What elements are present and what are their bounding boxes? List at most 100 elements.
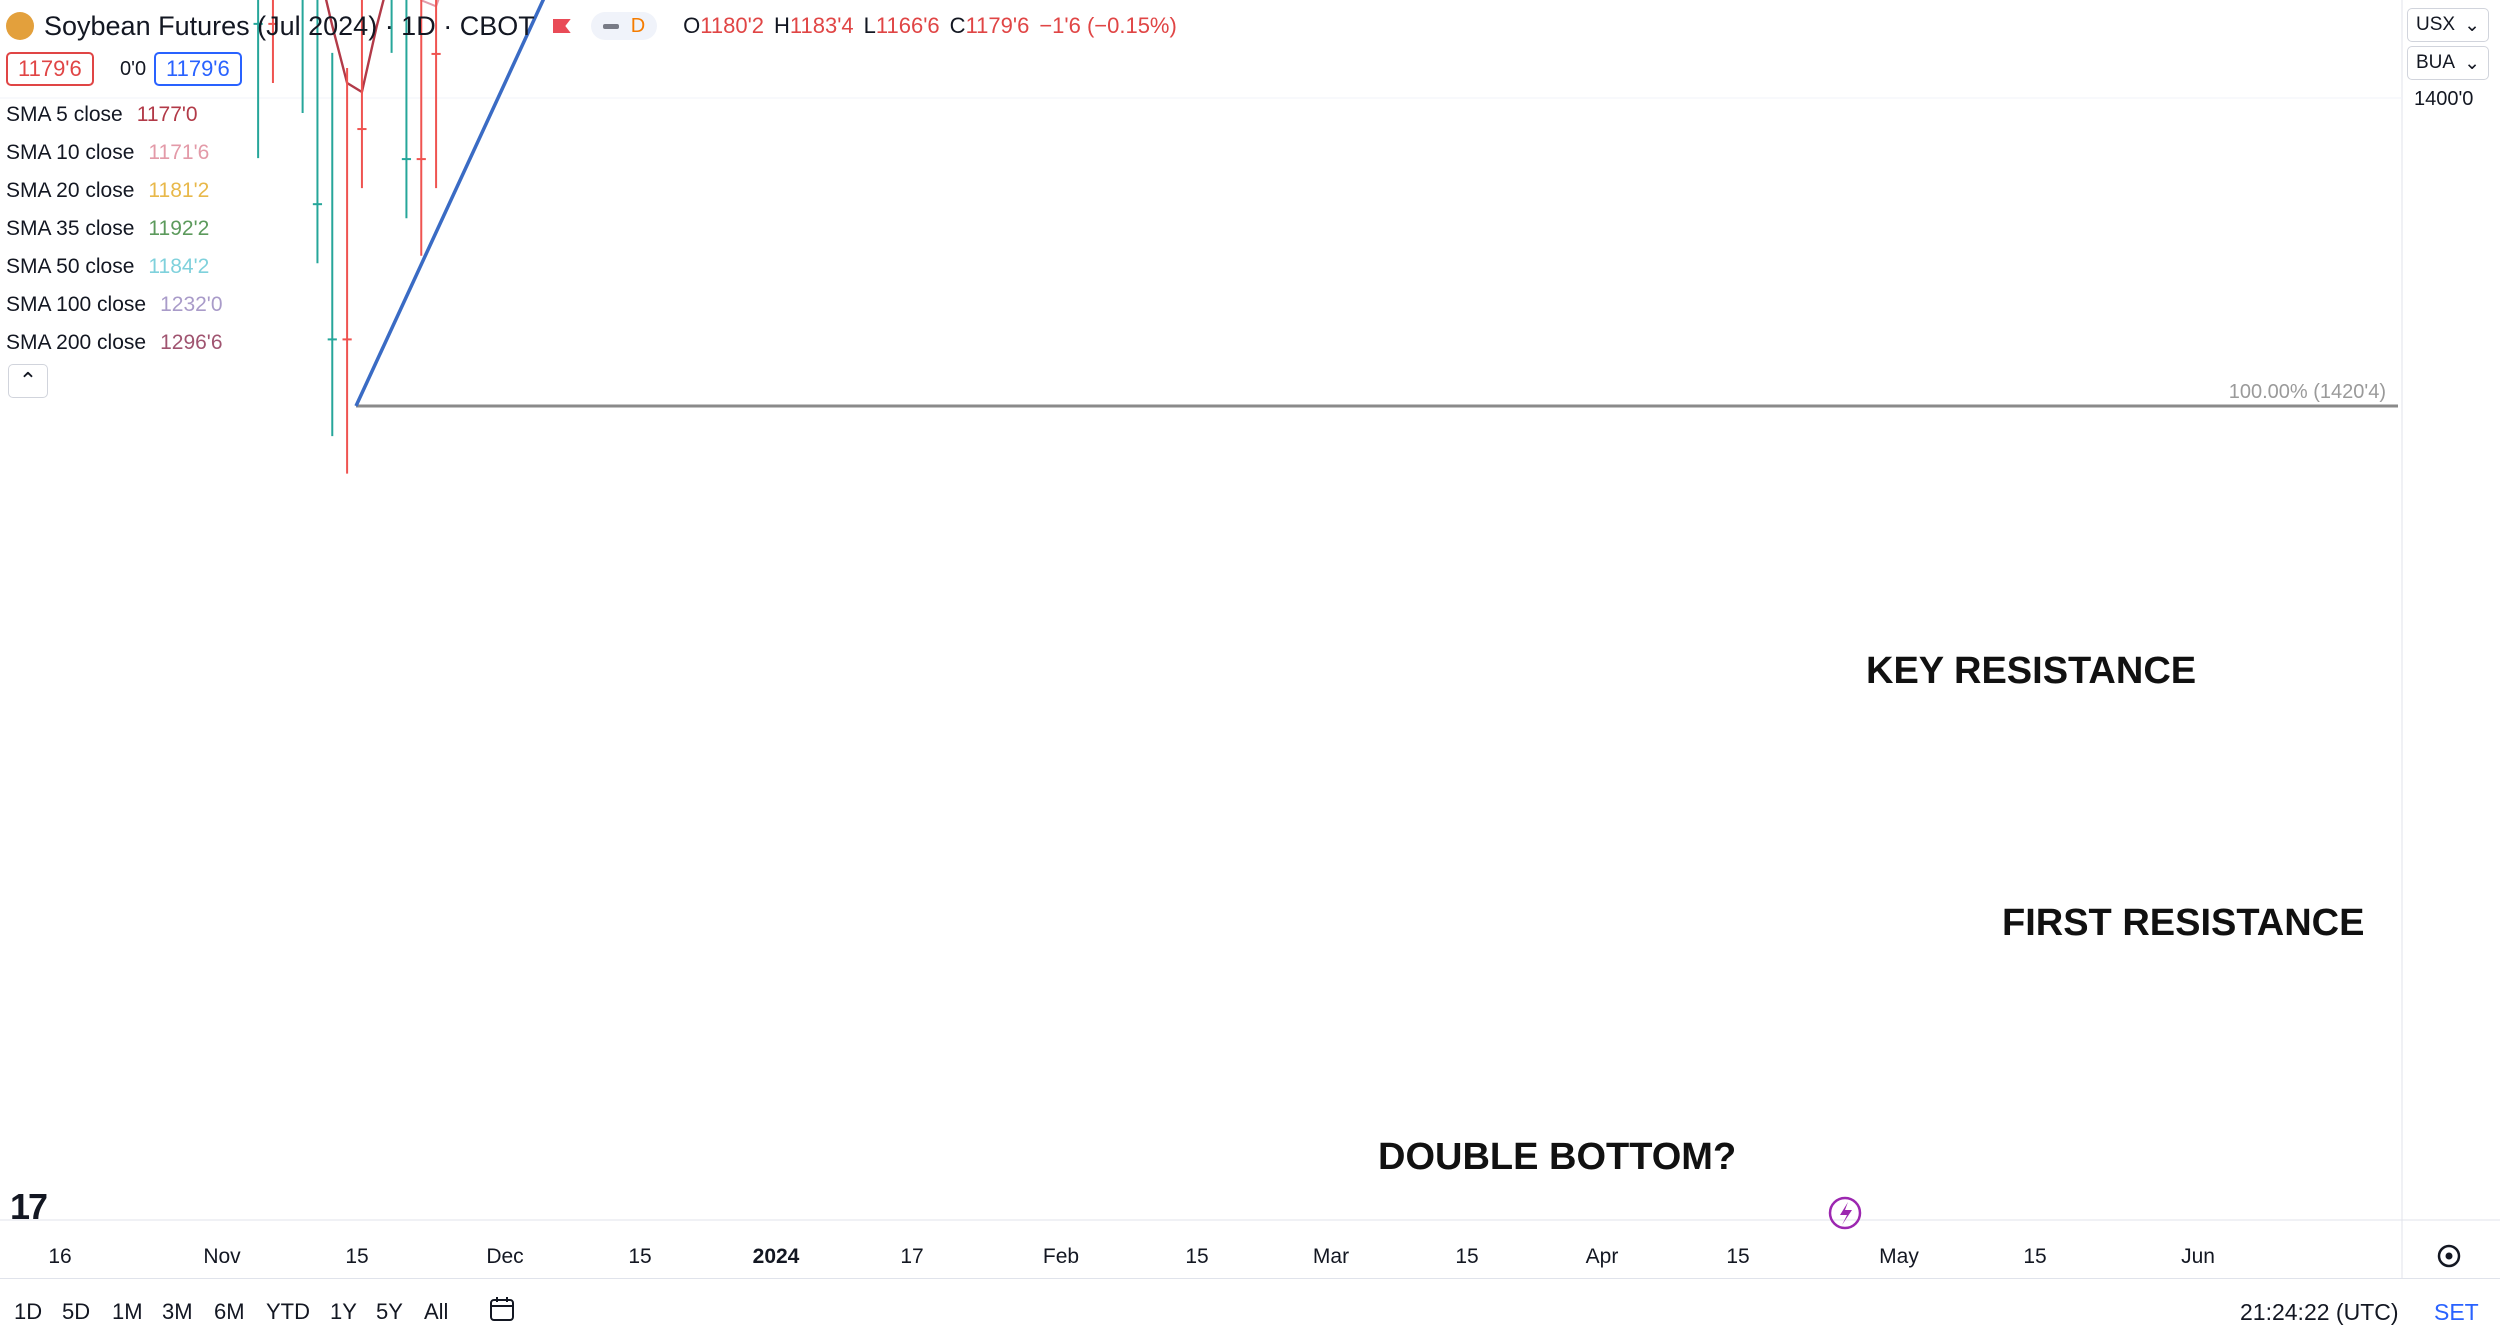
candle-body [401, 158, 412, 161]
utc-clock[interactable]: 21:24:22 (UTC) [2240, 1299, 2399, 1325]
buy-price-button[interactable]: 1179'6 [154, 52, 242, 86]
sma-legend-row[interactable]: SMA 10 close 1171'6 [6, 141, 210, 164]
timeframe-1y[interactable]: 1Y [330, 1299, 357, 1324]
chevron-up-icon: ⌃ [18, 368, 38, 393]
close-value: 1179'6 [965, 13, 1030, 38]
candle [301, 0, 304, 114]
open-value: 1180'2 [700, 13, 765, 38]
timeframe-all[interactable]: All [424, 1299, 449, 1324]
time-tick-label: May [1879, 1245, 1919, 1268]
chevron-down-icon: ⌄ [2464, 14, 2480, 36]
sma-value: 1296'6 [160, 331, 223, 354]
double-bottom-label: DOUBLE BOTTOM? [1378, 1136, 1737, 1178]
candle [416, 0, 426, 256]
sma-legend-row[interactable]: SMA 20 close 1181'2 [6, 179, 210, 202]
sma-value: 1177'0 [136, 103, 198, 126]
candle [268, 0, 278, 83]
bottom-toolbar: 1D 5D 1M 3M 6M YTD 1Y 5Y All 21:24:22 (U… [0, 1278, 2500, 1342]
sma-legend-row[interactable]: SMA 35 close 1192'2 [6, 217, 210, 240]
sma-legend-row[interactable]: SMA 50 close 1184'2 [6, 255, 210, 278]
time-tick-label: Dec [486, 1245, 523, 1268]
price-chart[interactable]: 100.00% (1420'4)78.60% (1360'4)61.80% (1… [0, 0, 2500, 1278]
candle-body [253, 22, 263, 25]
sma-legend-row[interactable]: SMA 100 close 1232'0 [6, 293, 223, 316]
key-resistance-label: KEY RESISTANCE [1866, 650, 2197, 692]
time-tick-label: 15 [628, 1245, 651, 1268]
candle-body [431, 52, 441, 55]
session-setting[interactable]: SET [2434, 1299, 2479, 1325]
major-downtrend-line [354, 0, 546, 407]
symbol-title[interactable]: Soybean Futures (Jul 2024) · 1D · CBOT [44, 10, 535, 41]
chevron-down-icon: ⌄ [2464, 52, 2480, 74]
candlestick-series [253, 0, 441, 474]
sma-value: 1192'2 [148, 217, 210, 240]
timeframe-5y[interactable]: 5Y [376, 1299, 403, 1324]
tradingview-logo-icon[interactable]: 17 [10, 1186, 48, 1227]
time-tick-label: Apr [1586, 1245, 1619, 1268]
time-tick-label: Feb [1043, 1245, 1079, 1268]
timeframe-1m[interactable]: 1M [112, 1299, 143, 1324]
candle [357, 0, 367, 189]
drawings [354, 0, 1862, 1230]
time-tick-label: Jun [2181, 1245, 2215, 1268]
fibonacci-retracement: 100.00% (1420'4)78.60% (1360'4)61.80% (1… [356, 381, 2398, 408]
lightning-icon [1828, 1196, 1862, 1230]
collapse-legend-button[interactable]: ⌃ [8, 364, 48, 398]
sma-legend-row[interactable]: SMA 5 close 1177'0 [6, 103, 198, 126]
time-tick-label: Mar [1313, 1245, 1349, 1268]
sma-value: 1184'2 [148, 255, 210, 278]
high-value: 1183'4 [789, 13, 854, 38]
currency-select[interactable]: USX ⌄ [2407, 8, 2489, 42]
time-tick-label: 16 [48, 1245, 71, 1268]
delayed-badge: D [630, 14, 646, 37]
timeframe-1d[interactable]: 1D [14, 1299, 43, 1324]
time-tick-label: Nov [203, 1245, 241, 1268]
sma-value: 1181'2 [148, 179, 210, 202]
contract-select[interactable]: BUA ⌄ [2407, 46, 2489, 80]
settings-gear-icon [2437, 1244, 2461, 1268]
spread-value: 0'0 [120, 57, 147, 80]
minus-icon [602, 23, 619, 29]
price-axis: 1120'01140'01160'01180'01200'01220'01240… [2414, 88, 2473, 110]
time-tick-label: 15 [345, 1245, 368, 1268]
ohlc-readout: O1180'2 H1183'4 L1166'6 C1179'6 −1'6 (−0… [683, 13, 1177, 38]
soybean-symbol-icon [6, 12, 34, 40]
candle-body [327, 338, 337, 341]
candle [327, 52, 337, 437]
sma-value: 1232'0 [160, 293, 223, 316]
timeframe-5d[interactable]: 5D [62, 1299, 91, 1324]
time-axis: 16 Nov 15 Dec 15 2024 17 Feb 15 Mar 15 Apr 15 May 15 Ju… [48, 1244, 2461, 1268]
calendar-range-icon[interactable] [488, 1295, 518, 1323]
time-tick-label: 15 [1455, 1245, 1478, 1268]
candle-body [357, 128, 367, 131]
time-tick-label: 17 [900, 1245, 923, 1268]
change-value: −1'6 (−0.15%) [1039, 13, 1177, 38]
gear-hub [2445, 1252, 2453, 1260]
gear-ring [2437, 1244, 2461, 1268]
candle [401, 0, 412, 219]
sma-value: 1171'6 [148, 141, 210, 164]
first-resistance-label: FIRST RESISTANCE [2002, 902, 2365, 944]
data-status-pill[interactable]: D [590, 12, 658, 40]
candle-body [312, 203, 323, 206]
chart-grid [0, 0, 2500, 1278]
flag-icon[interactable] [552, 19, 571, 33]
time-tick-label: 15 [2023, 1245, 2046, 1268]
candle [342, 67, 352, 474]
sell-price-button[interactable]: 1179'6 [6, 52, 94, 86]
timeframe-3m[interactable]: 3M [162, 1299, 193, 1324]
time-tick-label: 15 [1185, 1245, 1208, 1268]
chart-header: Soybean Futures (Jul 2024) · 1D · CBOT D… [6, 4, 1177, 48]
timeframe-6m[interactable]: 6M [214, 1299, 245, 1324]
fib-level-label: 100.00% (1420'4) [2229, 381, 2386, 403]
icon-ring [1828, 1196, 1862, 1230]
low-value: 1166'6 [875, 13, 940, 38]
indicator-legend: SMA 5 close 1177'0 SMA 10 close 1171'6 SMA… [6, 96, 223, 362]
candle [253, 0, 263, 159]
sma-legend-row[interactable]: SMA 200 close 1296'6 [6, 331, 223, 354]
time-tick-label: 2024 [753, 1245, 800, 1268]
candle [431, 0, 441, 189]
candle-body [268, 22, 278, 25]
icon-bolt [1840, 1202, 1852, 1225]
timeframe-ytd[interactable]: YTD [266, 1299, 310, 1324]
